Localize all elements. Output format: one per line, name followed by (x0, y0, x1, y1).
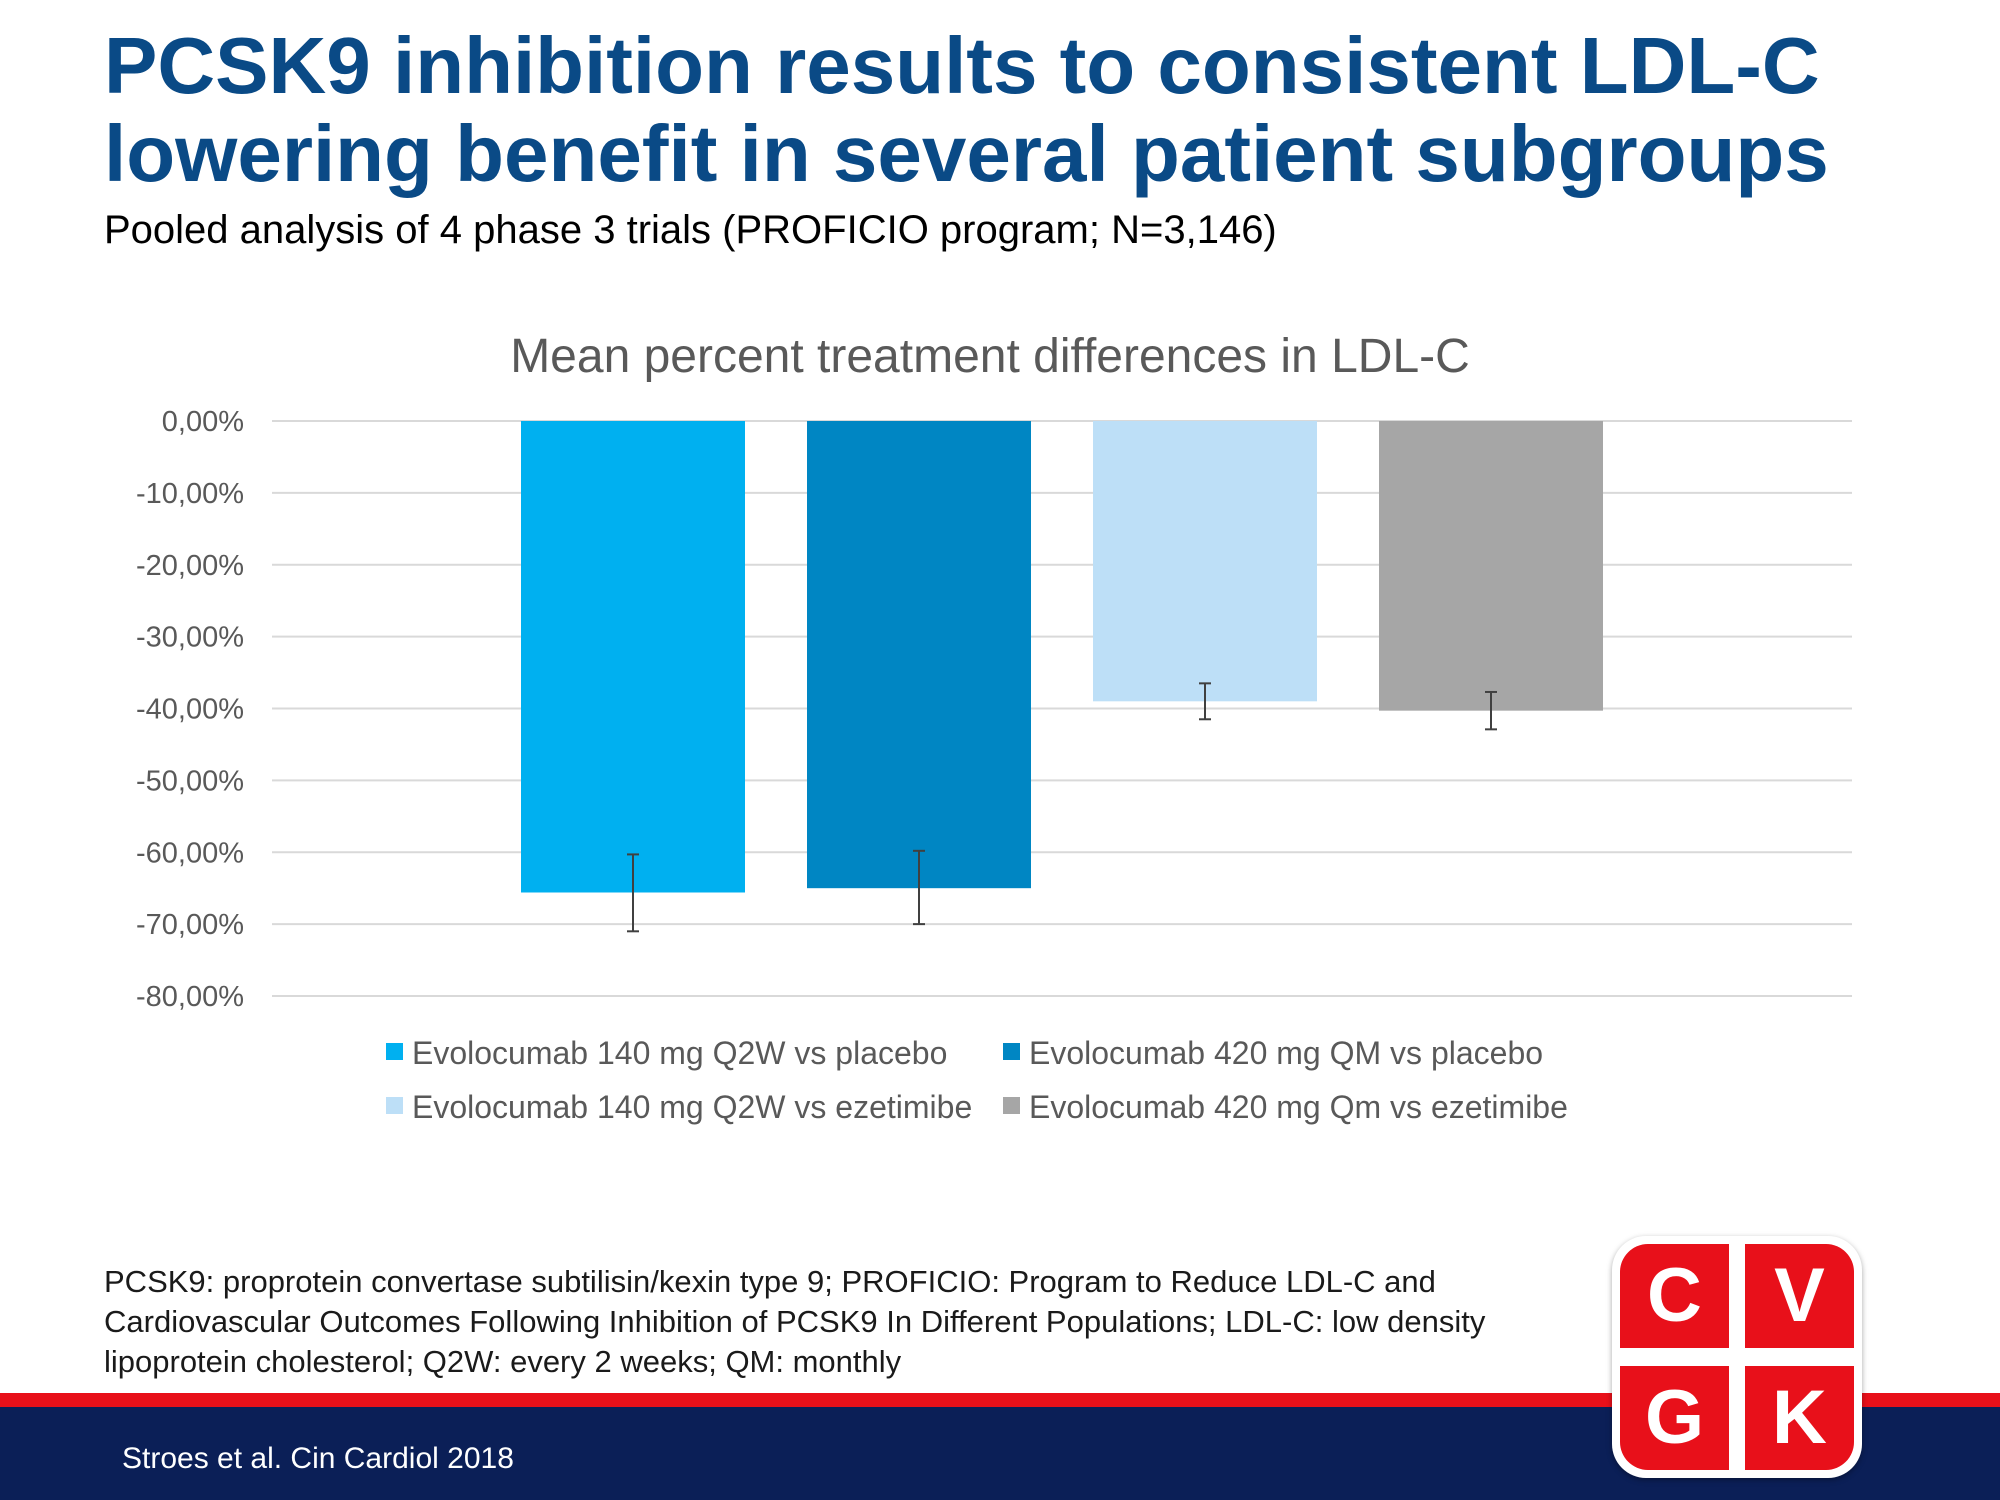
slide-title-line-2: lowering benefit in several patient subg… (104, 109, 1829, 198)
error-bar (1199, 682, 1211, 721)
legend-swatch (386, 1043, 403, 1060)
legend-label: Evolocumab 140 mg Q2W vs placebo (412, 1035, 947, 1071)
cvgk-logo: C V G K (1612, 1236, 1862, 1478)
legend-swatch (1003, 1043, 1020, 1060)
logo-letter-v: V (1745, 1244, 1854, 1348)
bar (1093, 421, 1317, 702)
y-tick-label: -30,00% (136, 622, 244, 654)
legend-swatch (1003, 1097, 1020, 1114)
y-tick-label: -40,00% (136, 694, 244, 726)
legend-item: Evolocumab 140 mg Q2W vs ezetimibe (386, 1089, 972, 1125)
legend-label: Evolocumab 140 mg Q2W vs ezetimibe (412, 1089, 972, 1125)
slide-title-line-1: PCSK9 inhibition results to consistent L… (104, 21, 1820, 110)
y-tick-label: -60,00% (136, 837, 244, 869)
y-tick-label: -20,00% (136, 550, 244, 582)
legend-label: Evolocumab 420 mg QM vs placebo (1029, 1035, 1543, 1071)
bar-chart: Mean percent treatment differences in LD… (136, 330, 1852, 1125)
footnote-line-3: lipoprotein cholesterol; Q2W: every 2 we… (104, 1344, 902, 1379)
legend-label: Evolocumab 420 mg Qm vs ezetimibe (1029, 1089, 1568, 1125)
y-axis-ticks: 0,00% -10,00% -20,00% -30,00% -40,00% -50,00%… (136, 406, 244, 1013)
footnote-line-2: Cardiovascular Outcomes Following Inhibi… (104, 1304, 1486, 1339)
slide-title: PCSK9 inhibition results to consistent L… (104, 22, 1924, 198)
bar (1379, 421, 1603, 711)
bar (521, 421, 745, 893)
bars (521, 421, 1603, 893)
legend-swatch (386, 1097, 403, 1114)
citation: Stroes et al. Cin Cardiol 2018 (122, 1442, 514, 1475)
legend-item: Evolocumab 420 mg QM vs placebo (1003, 1035, 1543, 1071)
y-tick-label: -50,00% (136, 765, 244, 797)
legend: Evolocumab 140 mg Q2W vs placebo Evolocum… (386, 1035, 1568, 1125)
gridlines (272, 420, 1852, 997)
legend-item: Evolocumab 420 mg Qm vs ezetimibe (1003, 1089, 1568, 1125)
y-tick-label: -10,00% (136, 478, 244, 510)
y-tick-label: -70,00% (136, 909, 244, 941)
legend-item: Evolocumab 140 mg Q2W vs placebo (386, 1035, 947, 1071)
logo-letter-k: K (1745, 1366, 1854, 1470)
error-bar (1485, 690, 1497, 731)
error-bar (627, 853, 639, 933)
y-tick-label: 0,00% (162, 406, 244, 438)
footnote: PCSK9: proprotein convertase subtilisin/… (104, 1262, 1614, 1382)
bar (807, 421, 1031, 889)
red-stripe (0, 1393, 2000, 1407)
footnote-line-1: PCSK9: proprotein convertase subtilisin/… (104, 1264, 1436, 1299)
y-tick-label: -80,00% (136, 981, 244, 1013)
error-bars (627, 682, 1497, 933)
slide-subtitle: Pooled analysis of 4 phase 3 trials (PRO… (104, 208, 1277, 252)
logo-letter-g: G (1620, 1366, 1729, 1470)
chart-title: Mean percent treatment differences in LD… (510, 330, 1470, 383)
logo-letter-c: C (1620, 1244, 1729, 1348)
error-bar (913, 849, 925, 926)
